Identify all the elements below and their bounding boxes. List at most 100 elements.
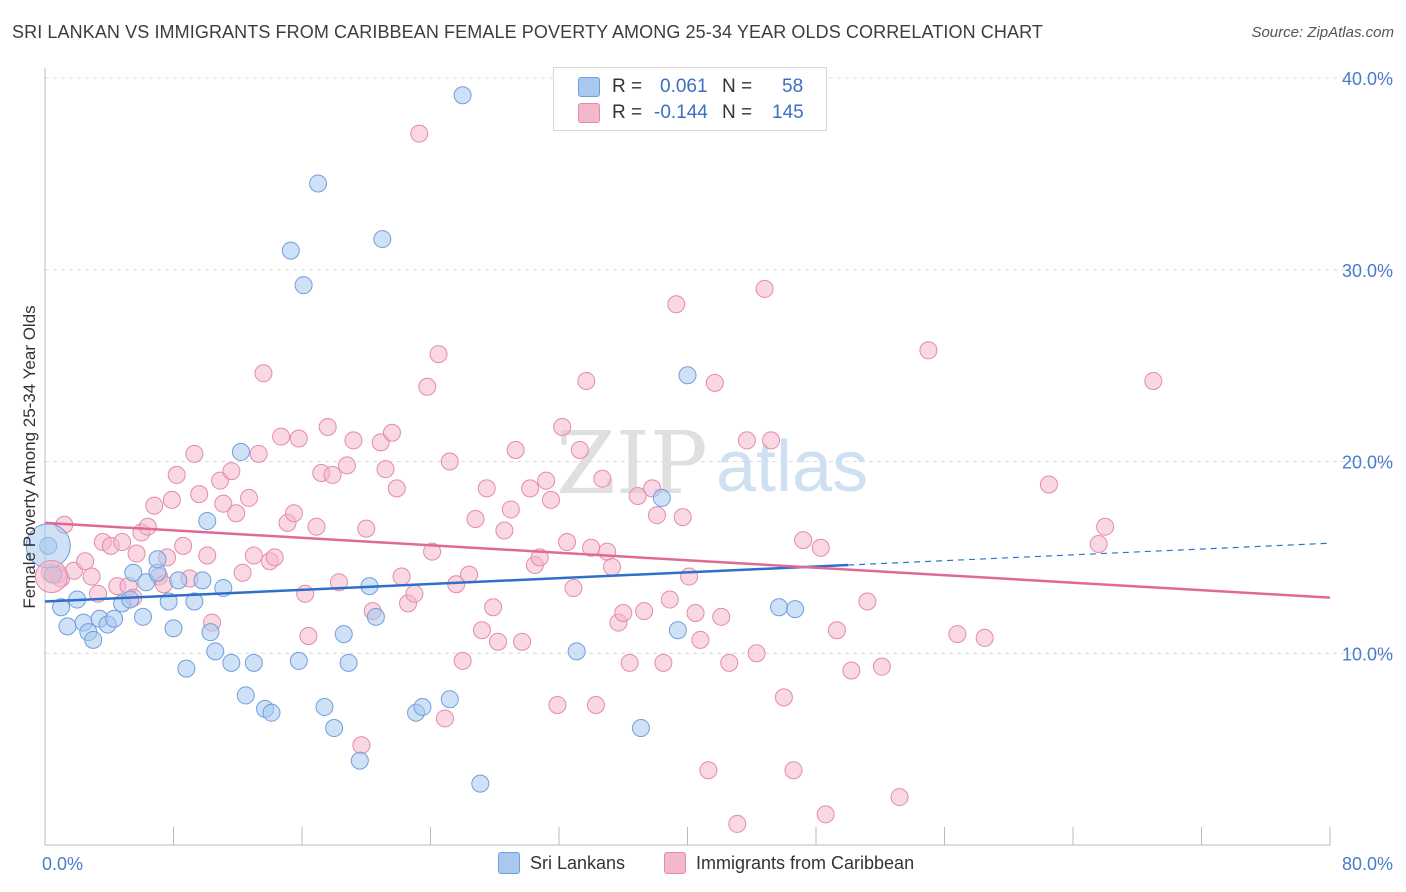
caribbean-point [720, 653, 739, 672]
r-value: 0.061 [660, 76, 708, 97]
caribbean-point [296, 584, 315, 603]
caribbean-point [167, 465, 186, 484]
caribbean-point [635, 602, 654, 621]
sri-lankan-point [652, 488, 671, 507]
n-value: 58 [782, 76, 804, 97]
source-label: Source: ZipAtlas.com [1251, 24, 1394, 41]
caribbean-point [811, 538, 830, 557]
legend-label: Sri Lankans [530, 852, 626, 873]
caribbean-point [227, 504, 246, 523]
sri-lankan-point [289, 651, 308, 670]
caribbean-point [1144, 371, 1163, 390]
caribbean-point [453, 651, 472, 670]
caribbean-point [513, 632, 532, 651]
sri-lankan-point [786, 600, 805, 619]
caribbean-point [537, 471, 556, 490]
blue-swatch [578, 77, 600, 97]
caribbean-trend-line [44, 521, 1331, 599]
caribbean-point [784, 761, 803, 780]
blue-swatch [498, 852, 520, 874]
caribbean-point [794, 531, 813, 550]
legend-label: Immigrants from Caribbean [696, 852, 915, 873]
caribbean-point [816, 805, 835, 824]
caribbean-point [307, 517, 326, 536]
sri-lankan-point [201, 623, 220, 642]
caribbean-point [405, 584, 424, 603]
sri-lankan-point [133, 607, 152, 626]
caribbean-point [501, 500, 520, 519]
axes [44, 68, 1331, 846]
caribbean-point [265, 548, 284, 567]
caribbean-point [495, 521, 514, 540]
sri-lankan-point [678, 366, 697, 385]
sri-lankan-trend-line [44, 563, 849, 603]
caribbean-point [484, 598, 503, 617]
caribbean-point [553, 417, 572, 436]
caribbean-point [705, 373, 724, 392]
caribbean-point [138, 517, 157, 536]
caribbean-point [647, 506, 666, 525]
sri-lankan-point [668, 621, 687, 640]
sri-lankan-point [631, 719, 650, 738]
caribbean-point [249, 444, 268, 463]
caribbean-point [564, 579, 583, 598]
legend-item-sri-lankans: Sri Lankans [498, 852, 625, 874]
y-tick-label: 20.0% [1342, 453, 1393, 473]
caribbean-point [680, 567, 699, 586]
axis-labels: 10.0% 20.0% 30.0% 40.0% 0.0% 80.0% [42, 69, 1393, 874]
sri-lankan-point [169, 571, 188, 590]
caribbean-point [466, 510, 485, 529]
caribbean-point [762, 431, 781, 450]
sri-lankan-point [350, 751, 369, 770]
caribbean-point [570, 440, 589, 459]
sri-lankan-point [309, 174, 328, 193]
caribbean-point [239, 488, 258, 507]
caribbean-point [145, 496, 164, 515]
y-tick-label: 10.0% [1342, 644, 1393, 664]
caribbean-point [654, 653, 673, 672]
caribbean-point [890, 788, 909, 807]
sri-lankan-point [231, 442, 250, 461]
caribbean-point [598, 542, 617, 561]
sri-lankan-point [58, 617, 77, 636]
sri-lankan-point [121, 590, 140, 609]
caribbean-point [660, 590, 679, 609]
sri-lankan-point [105, 609, 124, 628]
caribbean-point [548, 696, 567, 715]
caribbean-point [418, 377, 437, 396]
x-tick-label: 80.0% [1342, 854, 1393, 874]
sri-lankan-point [440, 690, 459, 709]
sri-lankan-point [334, 625, 353, 644]
sri-lankan-point [124, 563, 143, 582]
caribbean-point [423, 542, 442, 561]
sri-lankan-point [236, 686, 255, 705]
sri-lankan-point [325, 719, 344, 738]
caribbean-point [357, 519, 376, 538]
caribbean-point [827, 621, 846, 640]
caribbean-point [410, 124, 429, 143]
caribbean-point [472, 621, 491, 640]
caribbean-point [387, 479, 406, 498]
caribbean-point [113, 533, 132, 552]
sri-lankan-point [453, 86, 472, 105]
caribbean-point [620, 653, 639, 672]
caribbean-point [440, 452, 459, 471]
caribbean-point [337, 456, 356, 475]
caribbean-point [82, 567, 101, 586]
caribbean-point [1039, 475, 1058, 494]
n-label: N = [722, 102, 753, 123]
sri-lankan-point [148, 550, 167, 569]
caribbean-point [842, 661, 861, 680]
sri-lankan-point [294, 276, 313, 295]
caribbean-point [460, 565, 479, 584]
data-points [25, 86, 1163, 833]
caribbean-point [392, 567, 411, 586]
y-tick-label: 30.0% [1342, 261, 1393, 281]
caribbean-point [747, 644, 766, 663]
caribbean-point [686, 603, 705, 622]
caribbean-point [728, 814, 747, 833]
caribbean-point [214, 494, 233, 513]
caribbean-point [435, 709, 454, 728]
sri-lankan-point [177, 659, 196, 678]
caribbean-point [872, 657, 891, 676]
